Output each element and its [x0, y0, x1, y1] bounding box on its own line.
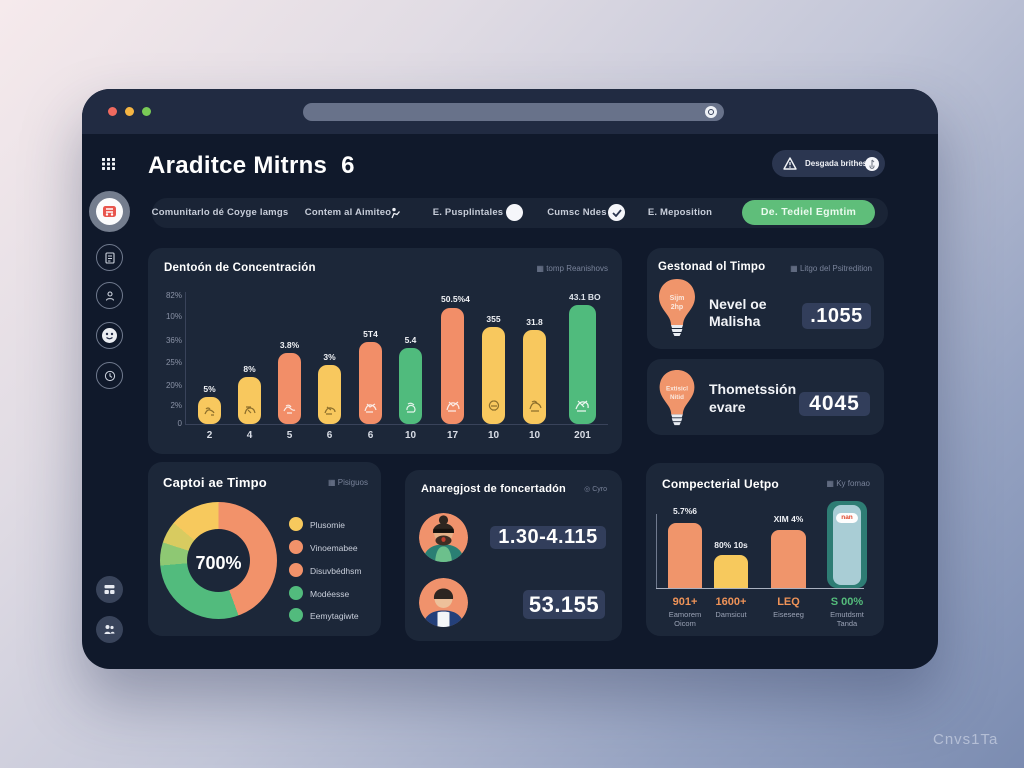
svg-text:Sijm: Sijm — [670, 295, 685, 302]
svg-text:2hp: 2hp — [671, 304, 683, 311]
svg-text:Extisicl: Extisicl — [666, 385, 688, 392]
svg-text:Nitid: Nitid — [670, 394, 684, 401]
